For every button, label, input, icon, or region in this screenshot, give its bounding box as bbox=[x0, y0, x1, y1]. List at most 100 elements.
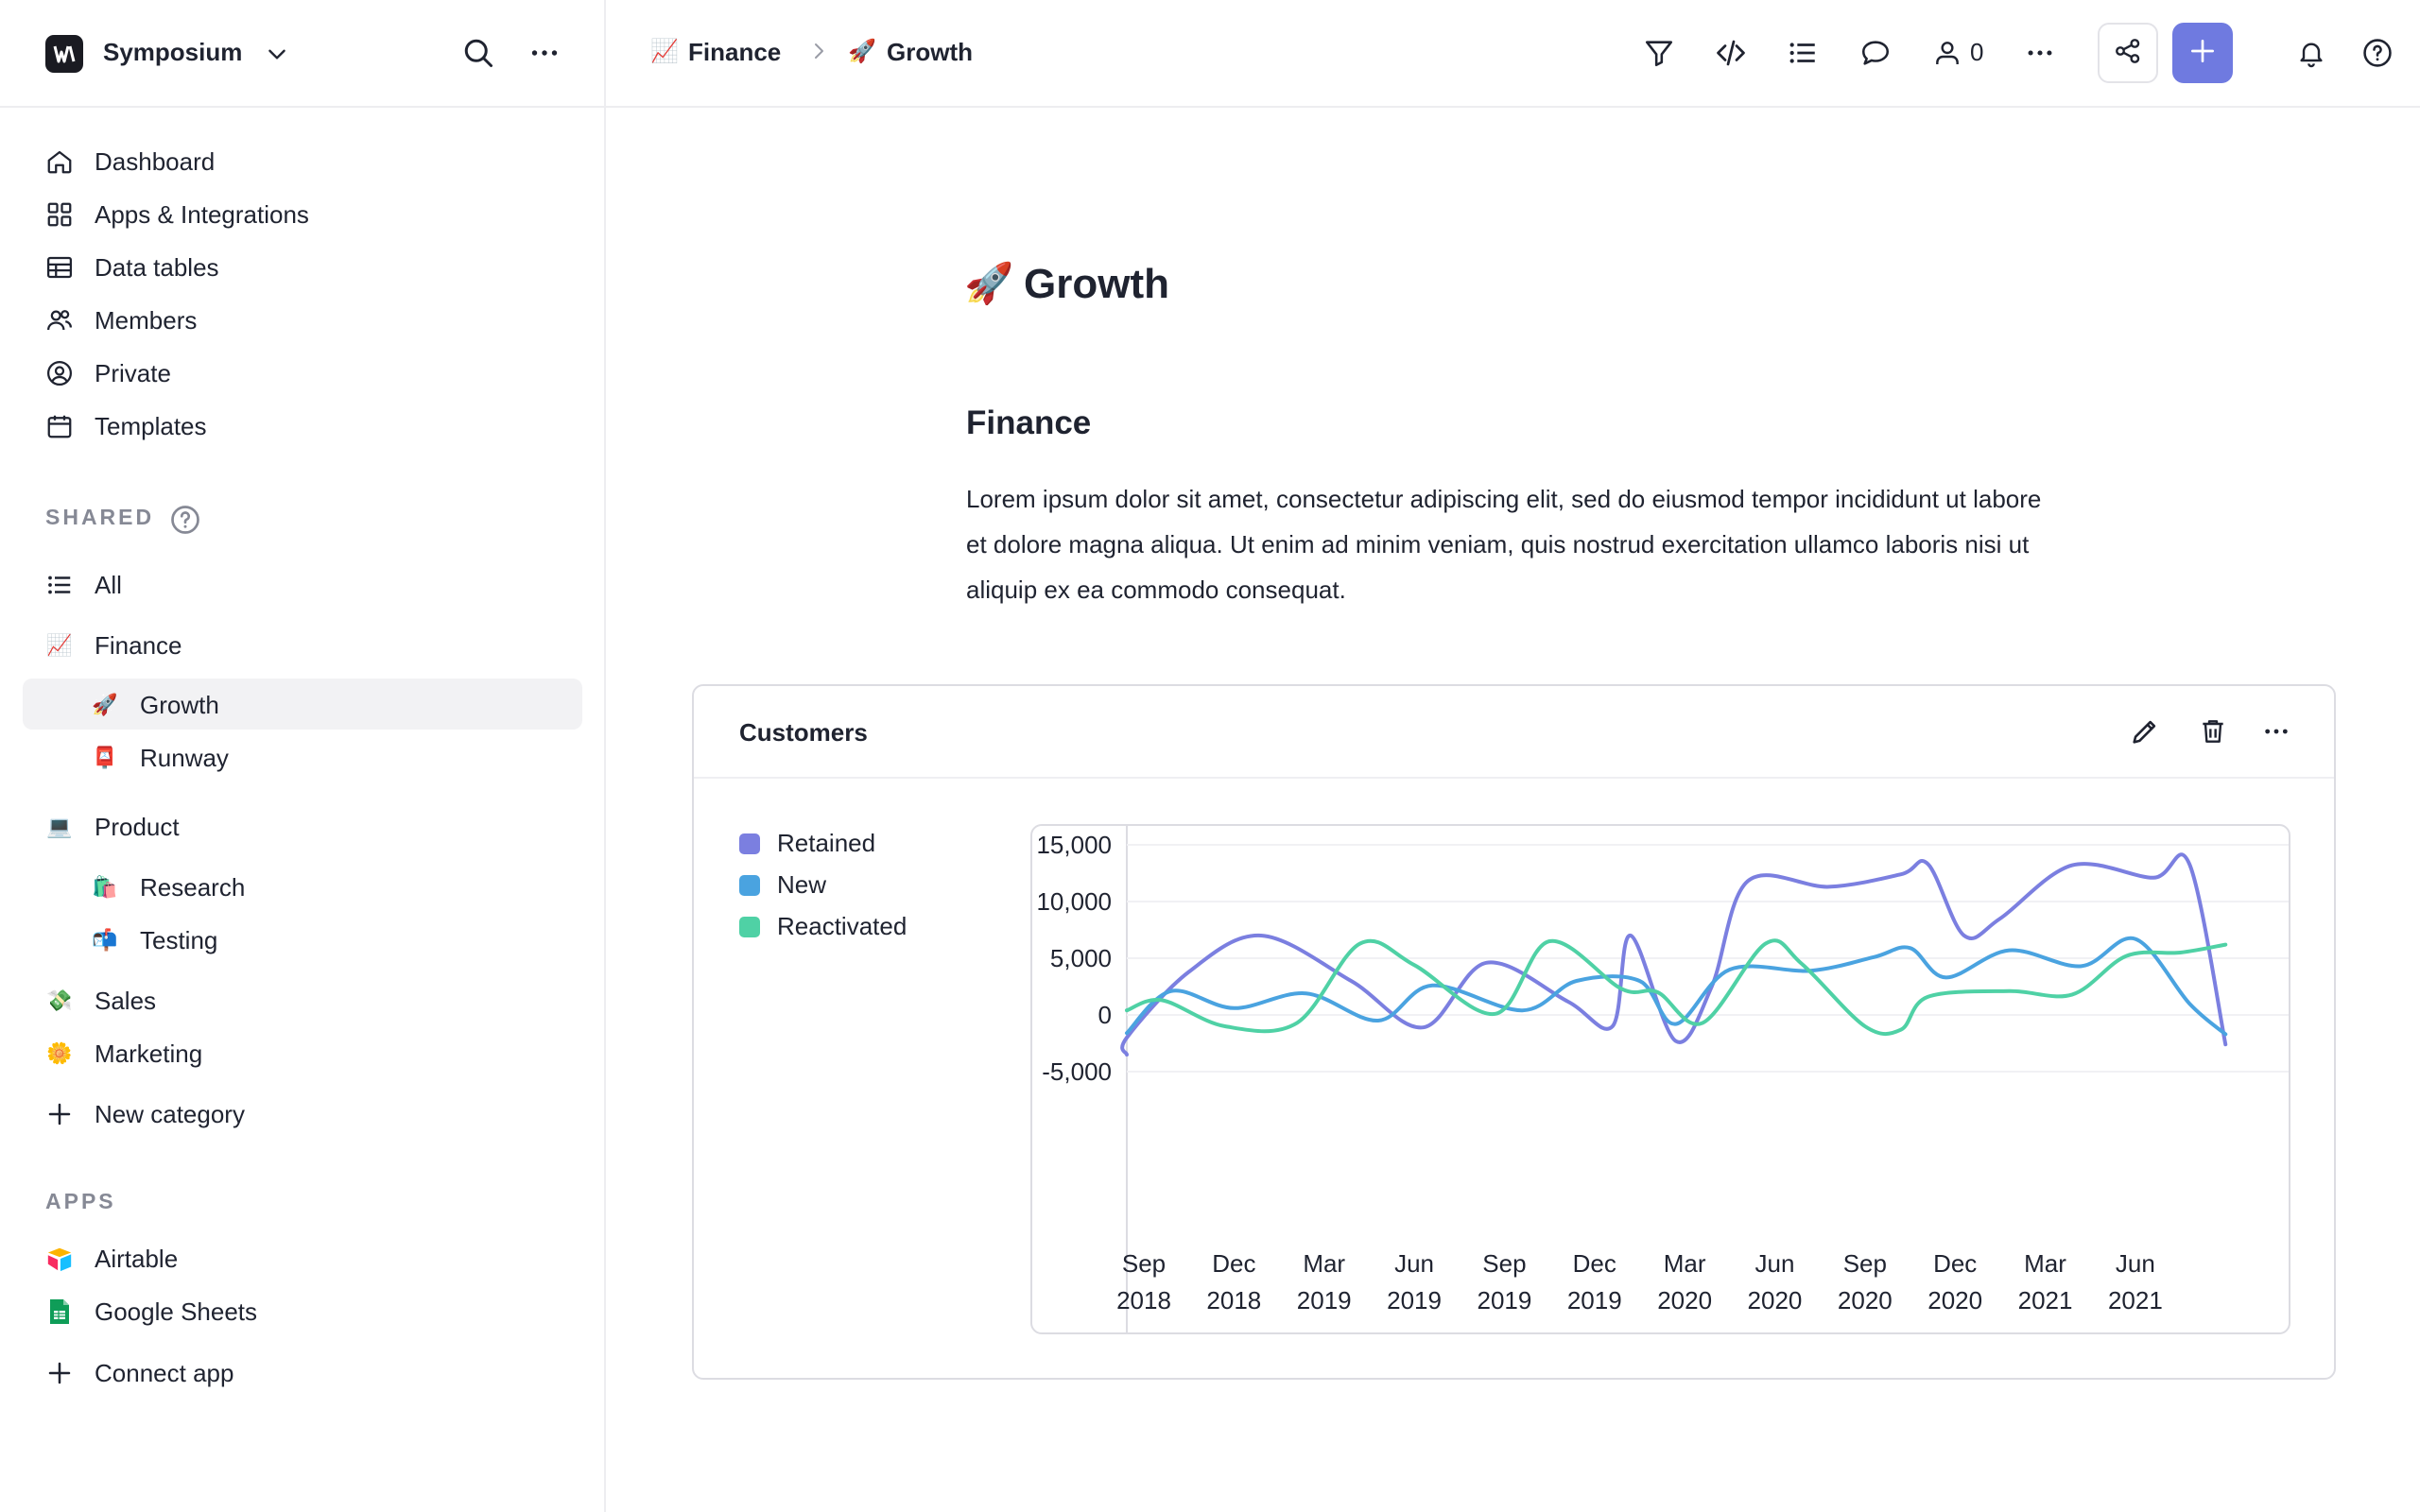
user-circle-icon bbox=[45, 359, 74, 387]
legend-label: Retained bbox=[777, 829, 876, 857]
trash-icon[interactable] bbox=[2194, 713, 2232, 750]
sidebar-item-label: Testing bbox=[140, 926, 218, 954]
sidebar-item-google-sheets[interactable]: Google Sheets bbox=[23, 1285, 582, 1336]
sidebar-item-marketing[interactable]: 🌼 Marketing bbox=[23, 1027, 582, 1078]
sidebar-item-label: New category bbox=[95, 1100, 245, 1128]
x-tick-label: Dec bbox=[1933, 1249, 1977, 1278]
x-tick-label: Sep bbox=[1482, 1249, 1526, 1278]
x-tick-label: 2020 bbox=[1838, 1286, 1893, 1314]
sidebar-item-airtable[interactable]: Airtable bbox=[23, 1232, 582, 1283]
series-line-reactivated[interactable] bbox=[1125, 938, 2228, 1037]
breadcrumb-growth[interactable]: Growth bbox=[887, 38, 973, 66]
sidebar-item-finance[interactable]: 📈 Finance bbox=[23, 619, 582, 670]
postbox-icon: 📮 bbox=[92, 746, 118, 769]
shared-section-label: SHARED bbox=[45, 505, 155, 529]
share-button[interactable] bbox=[2098, 23, 2158, 83]
nav-templates[interactable]: Templates bbox=[23, 400, 582, 451]
airtable-icon bbox=[45, 1245, 74, 1273]
new-category-button[interactable]: New category bbox=[23, 1088, 582, 1139]
section-heading[interactable]: Finance bbox=[966, 404, 1092, 441]
more-icon[interactable] bbox=[527, 36, 562, 75]
chevron-down-icon[interactable] bbox=[265, 42, 289, 71]
nav-private[interactable]: Private bbox=[23, 347, 582, 398]
x-tick-label: 2019 bbox=[1387, 1286, 1442, 1314]
breadcrumb-finance[interactable]: Finance bbox=[688, 38, 782, 66]
body-paragraph[interactable]: Lorem ipsum dolor sit amet, consectetur … bbox=[966, 485, 2042, 604]
nav-dashboard[interactable]: Dashboard bbox=[23, 135, 582, 186]
rocket-icon: 🚀 bbox=[92, 693, 118, 716]
nav-apps-integrations[interactable]: Apps & Integrations bbox=[23, 188, 582, 239]
table-icon bbox=[45, 253, 74, 282]
workspace-header: Symposium bbox=[0, 0, 604, 108]
series-line-retained[interactable] bbox=[1120, 852, 2228, 1057]
filter-icon[interactable] bbox=[1640, 34, 1678, 72]
workspace-logo[interactable] bbox=[45, 35, 83, 73]
page-emoji-icon[interactable]: 🚀 bbox=[964, 261, 1014, 305]
x-tick-label: 2021 bbox=[2018, 1286, 2073, 1314]
y-tick-label: 10,000 bbox=[1036, 887, 1112, 916]
y-tick-label: 15,000 bbox=[1036, 831, 1112, 859]
x-tick-label: Dec bbox=[1212, 1249, 1255, 1278]
sidebar-item-growth[interactable]: 🚀 Growth bbox=[23, 679, 582, 730]
nav-label: Private bbox=[95, 359, 171, 387]
legend-swatch bbox=[739, 917, 760, 937]
pencil-icon[interactable] bbox=[2126, 713, 2164, 750]
x-tick-label: Jun bbox=[1394, 1249, 1434, 1278]
flower-icon: 🌼 bbox=[46, 1041, 73, 1065]
sidebar-item-product[interactable]: 💻 Product bbox=[23, 800, 582, 851]
more-icon[interactable] bbox=[2257, 713, 2295, 750]
sidebar-item-label: Airtable bbox=[95, 1245, 179, 1273]
help-icon[interactable] bbox=[168, 503, 202, 541]
chart-card: Customers Retained New bbox=[692, 684, 2336, 1380]
top-bar: 📈 Finance 🚀 Growth 0 bbox=[606, 0, 2420, 108]
x-tick-label: 2019 bbox=[1567, 1286, 1622, 1314]
calendar-icon bbox=[45, 412, 74, 440]
sidebar-item-label: Research bbox=[140, 873, 246, 902]
nav-members[interactable]: Members bbox=[23, 294, 582, 345]
sidebar-item-all[interactable]: All bbox=[23, 558, 582, 610]
x-tick-label: 2019 bbox=[1477, 1286, 1531, 1314]
sidebar-item-label: Growth bbox=[140, 691, 219, 719]
sidebar-item-label: Finance bbox=[95, 631, 182, 660]
card-header: Customers bbox=[694, 686, 2334, 779]
x-tick-label: 2020 bbox=[1657, 1286, 1712, 1314]
legend-label: New bbox=[777, 870, 827, 899]
x-tick-label: Sep bbox=[1843, 1249, 1887, 1278]
add-button[interactable] bbox=[2172, 23, 2233, 83]
connect-app-button[interactable]: Connect app bbox=[23, 1347, 582, 1398]
workspace-name[interactable]: Symposium bbox=[103, 38, 243, 66]
plus-icon bbox=[45, 1100, 74, 1128]
bell-icon[interactable] bbox=[2292, 34, 2330, 72]
x-tick-label: Sep bbox=[1122, 1249, 1166, 1278]
x-tick-label: Dec bbox=[1573, 1249, 1616, 1278]
list-icon[interactable] bbox=[1784, 34, 1822, 72]
sidebar-item-runway[interactable]: 📮 Runway bbox=[23, 731, 582, 782]
x-tick-label: Mar bbox=[2024, 1249, 2066, 1278]
sidebar-item-research[interactable]: 🛍️ Research bbox=[23, 861, 582, 912]
sidebar-item-testing[interactable]: 📬 Testing bbox=[23, 914, 582, 965]
nav-label: Members bbox=[95, 306, 198, 335]
sidebar-item-sales[interactable]: 💸 Sales bbox=[23, 974, 582, 1025]
y-tick-label: -5,000 bbox=[1042, 1057, 1112, 1086]
shopping-bags-icon: 🛍️ bbox=[92, 875, 118, 899]
series-line-new[interactable] bbox=[1125, 936, 2228, 1037]
page-title[interactable]: Growth bbox=[1024, 261, 1169, 307]
card-title: Customers bbox=[739, 718, 868, 747]
comment-icon[interactable] bbox=[1857, 34, 1894, 72]
more-icon[interactable] bbox=[2021, 34, 2059, 72]
chart-emoji-icon: 📈 bbox=[46, 633, 73, 657]
nav-label: Dashboard bbox=[95, 147, 216, 176]
search-icon[interactable] bbox=[461, 36, 495, 75]
legend-swatch bbox=[739, 875, 760, 896]
user-icon[interactable] bbox=[1928, 34, 1966, 72]
code-icon[interactable] bbox=[1712, 34, 1750, 72]
x-tick-label: 2019 bbox=[1297, 1286, 1352, 1314]
help-icon[interactable] bbox=[2359, 34, 2396, 72]
chevron-right-icon bbox=[807, 40, 830, 67]
rocket-icon: 🚀 bbox=[848, 39, 876, 64]
x-tick-label: Mar bbox=[1303, 1249, 1345, 1278]
plus-icon bbox=[45, 1359, 74, 1387]
x-tick-label: 2020 bbox=[1927, 1286, 1982, 1314]
nav-data-tables[interactable]: Data tables bbox=[23, 241, 582, 292]
